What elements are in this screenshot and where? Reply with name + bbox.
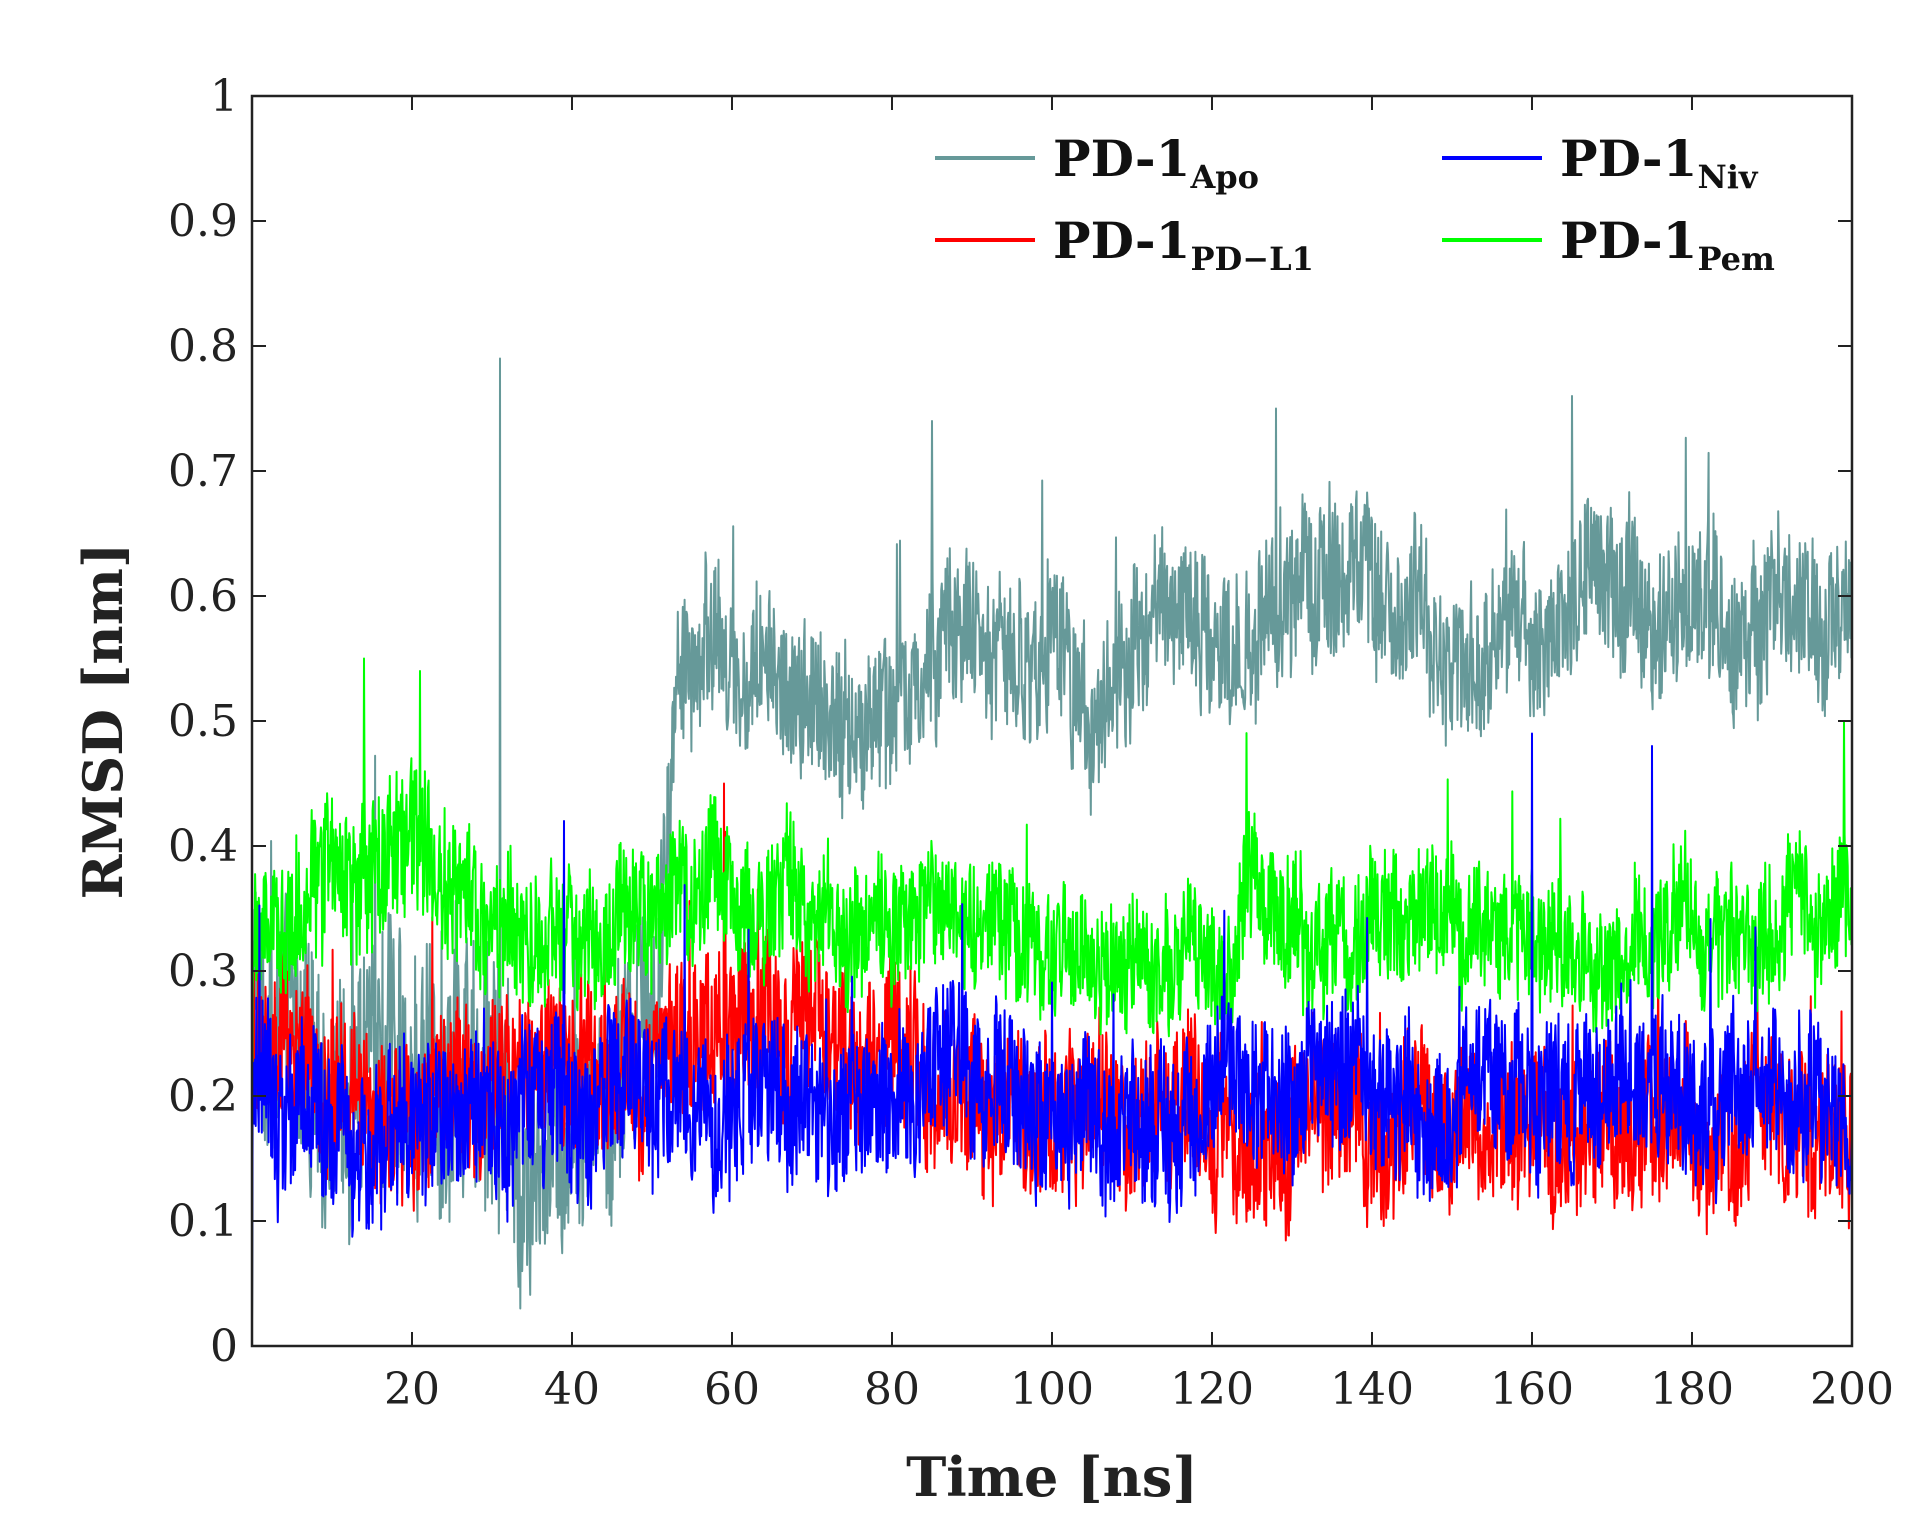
y-tick-label: 0.6 xyxy=(168,571,238,622)
legend-subscript: PD−L1 xyxy=(1190,240,1313,278)
legend-subscript: Pem xyxy=(1697,240,1775,278)
x-tick-label: 80 xyxy=(864,1364,920,1415)
x-axis-label: Time [ns] xyxy=(906,1445,1198,1509)
y-tick-label: 0.4 xyxy=(168,821,238,872)
x-tick-label: 160 xyxy=(1490,1364,1574,1415)
x-axis: 20 40 60 80 100 120 140 160 180 200 xyxy=(384,96,1894,1415)
legend-entry: PD-1Niv xyxy=(1560,129,1759,196)
y-tick-label: 0.1 xyxy=(168,1196,238,1247)
x-tick-label: 60 xyxy=(704,1364,760,1415)
y-tick-label: 0.5 xyxy=(168,696,238,747)
x-tick-label: 120 xyxy=(1170,1364,1254,1415)
series-line-niv xyxy=(252,732,1852,1322)
legend-entry: PD-1Apo xyxy=(1053,129,1259,196)
y-tick-label: 0.3 xyxy=(168,946,238,997)
legend-label: PD-1 xyxy=(1053,211,1190,270)
legend-label: PD-1 xyxy=(1560,129,1697,188)
legend-entry: PD-1PD−L1 xyxy=(1053,211,1314,278)
series-line-apo xyxy=(252,357,1852,1322)
legend-label: PD-1 xyxy=(1053,129,1190,188)
y-tick-label: 1 xyxy=(210,71,238,122)
x-tick-label: 140 xyxy=(1330,1364,1414,1415)
y-axis-label: RMSD [nm] xyxy=(71,543,135,900)
y-tick-label: 0.7 xyxy=(168,446,238,497)
x-tick-label: 40 xyxy=(544,1364,600,1415)
y-tick-label: 0.2 xyxy=(168,1071,238,1122)
legend-subscript: Apo xyxy=(1189,158,1259,196)
x-tick-label: 180 xyxy=(1650,1364,1734,1415)
legend-subscript: Niv xyxy=(1697,158,1758,196)
y-tick-label: 0.9 xyxy=(168,196,238,247)
series-line-pem xyxy=(252,657,1852,1322)
series-layer xyxy=(252,357,1852,1322)
y-tick-label: 0.8 xyxy=(168,321,238,372)
y-axis: 0 0.1 0.2 0.3 0.4 0.5 0.6 0.7 0.8 0.9 1 xyxy=(168,71,1852,1372)
legend-entry: PD-1Pem xyxy=(1560,211,1775,278)
y-tick-label: 0 xyxy=(210,1321,238,1372)
x-tick-label: 100 xyxy=(1010,1364,1094,1415)
x-tick-label: 200 xyxy=(1810,1364,1894,1415)
legend-label: PD-1 xyxy=(1560,211,1697,270)
x-tick-label: 20 xyxy=(384,1364,440,1415)
